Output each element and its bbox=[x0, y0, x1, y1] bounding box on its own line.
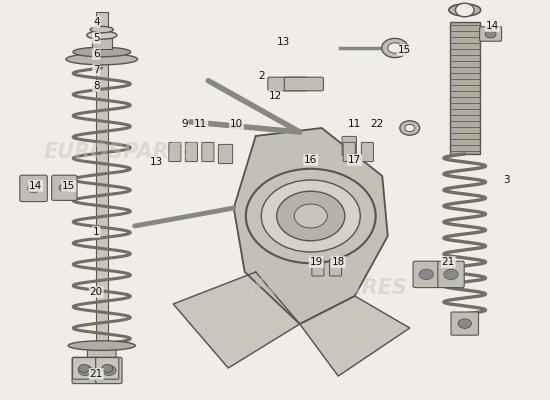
Polygon shape bbox=[300, 296, 410, 376]
Text: 3: 3 bbox=[503, 175, 509, 185]
Circle shape bbox=[405, 124, 415, 132]
Circle shape bbox=[102, 365, 116, 376]
Circle shape bbox=[277, 191, 345, 241]
Ellipse shape bbox=[87, 31, 117, 39]
FancyBboxPatch shape bbox=[343, 142, 355, 162]
Text: 9: 9 bbox=[181, 119, 188, 129]
Ellipse shape bbox=[66, 54, 138, 65]
Text: 19: 19 bbox=[310, 257, 323, 267]
Ellipse shape bbox=[449, 4, 481, 16]
Text: 4: 4 bbox=[93, 17, 100, 27]
Circle shape bbox=[102, 364, 113, 372]
FancyBboxPatch shape bbox=[361, 142, 373, 162]
FancyBboxPatch shape bbox=[284, 77, 323, 91]
Circle shape bbox=[246, 169, 376, 263]
Text: 10: 10 bbox=[230, 119, 243, 129]
FancyBboxPatch shape bbox=[202, 142, 214, 162]
FancyBboxPatch shape bbox=[20, 175, 47, 202]
Text: 22: 22 bbox=[370, 119, 383, 129]
Circle shape bbox=[28, 184, 40, 193]
Circle shape bbox=[78, 365, 92, 376]
Text: EUROSPARES: EUROSPARES bbox=[43, 142, 199, 162]
FancyBboxPatch shape bbox=[218, 144, 233, 164]
Text: 13: 13 bbox=[150, 157, 163, 167]
FancyBboxPatch shape bbox=[413, 261, 439, 288]
Text: 6: 6 bbox=[93, 49, 100, 59]
Text: 1: 1 bbox=[93, 227, 100, 237]
FancyBboxPatch shape bbox=[329, 259, 342, 276]
Polygon shape bbox=[173, 272, 300, 368]
FancyBboxPatch shape bbox=[52, 175, 77, 200]
FancyBboxPatch shape bbox=[96, 358, 119, 379]
Text: 14: 14 bbox=[486, 21, 499, 31]
FancyBboxPatch shape bbox=[451, 312, 478, 335]
Text: 2: 2 bbox=[258, 71, 265, 81]
FancyBboxPatch shape bbox=[96, 12, 108, 356]
Text: 12: 12 bbox=[268, 91, 282, 101]
Circle shape bbox=[419, 269, 433, 280]
FancyBboxPatch shape bbox=[73, 358, 96, 379]
Polygon shape bbox=[234, 128, 388, 324]
FancyBboxPatch shape bbox=[450, 22, 480, 154]
Text: 11: 11 bbox=[348, 119, 361, 129]
Text: 21: 21 bbox=[90, 369, 103, 379]
FancyBboxPatch shape bbox=[185, 142, 197, 162]
FancyBboxPatch shape bbox=[87, 348, 116, 374]
FancyBboxPatch shape bbox=[92, 38, 112, 49]
FancyBboxPatch shape bbox=[480, 27, 502, 41]
Text: 17: 17 bbox=[348, 155, 361, 165]
Text: 18: 18 bbox=[332, 257, 345, 267]
FancyBboxPatch shape bbox=[438, 261, 464, 288]
Text: 14: 14 bbox=[29, 181, 42, 191]
Circle shape bbox=[261, 180, 360, 252]
FancyBboxPatch shape bbox=[96, 357, 122, 384]
Text: EUROSPARES: EUROSPARES bbox=[252, 278, 408, 298]
FancyBboxPatch shape bbox=[342, 136, 356, 156]
Text: 16: 16 bbox=[304, 155, 317, 165]
Text: 5: 5 bbox=[93, 33, 100, 43]
Circle shape bbox=[294, 204, 327, 228]
FancyBboxPatch shape bbox=[72, 357, 98, 384]
Text: 20: 20 bbox=[90, 287, 103, 297]
Circle shape bbox=[455, 3, 474, 17]
Ellipse shape bbox=[73, 47, 131, 57]
Text: 13: 13 bbox=[277, 37, 290, 47]
Text: 8: 8 bbox=[93, 81, 100, 91]
FancyBboxPatch shape bbox=[268, 77, 307, 91]
Circle shape bbox=[388, 43, 402, 53]
Text: 7: 7 bbox=[93, 65, 100, 75]
Circle shape bbox=[59, 184, 70, 192]
FancyBboxPatch shape bbox=[312, 259, 324, 276]
Text: 21: 21 bbox=[442, 257, 455, 267]
Circle shape bbox=[400, 121, 420, 135]
Ellipse shape bbox=[68, 341, 135, 350]
Circle shape bbox=[79, 364, 90, 372]
Text: 15: 15 bbox=[398, 45, 411, 55]
Circle shape bbox=[485, 30, 496, 38]
FancyBboxPatch shape bbox=[169, 142, 181, 162]
Text: 11: 11 bbox=[194, 119, 207, 129]
Circle shape bbox=[458, 319, 471, 328]
Ellipse shape bbox=[90, 26, 113, 33]
Text: 15: 15 bbox=[62, 181, 75, 191]
Circle shape bbox=[444, 269, 458, 280]
Circle shape bbox=[382, 38, 408, 58]
